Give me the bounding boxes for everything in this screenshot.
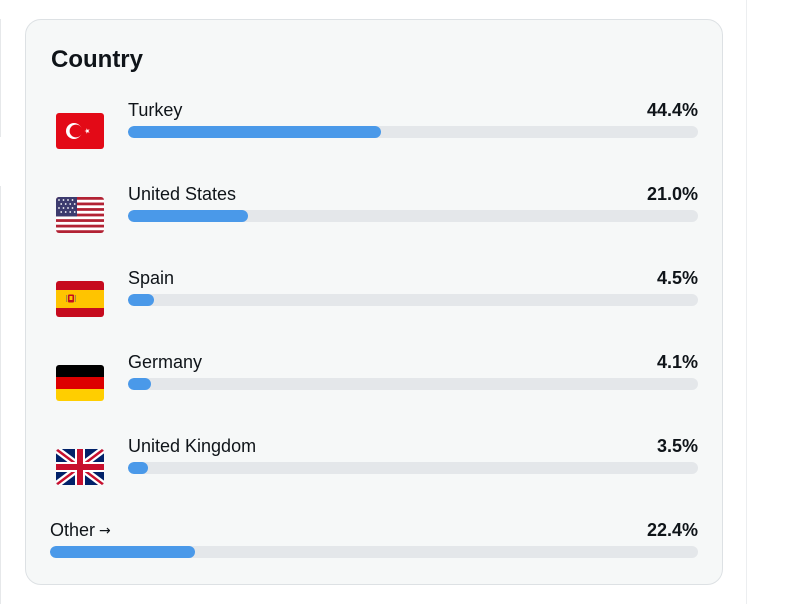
country-row-germany: Germany 4.1% bbox=[26, 351, 722, 435]
percent-bar-fill bbox=[128, 126, 382, 138]
right-column-divider bbox=[746, 0, 747, 604]
percent-bar-track bbox=[128, 126, 698, 138]
country-name: Spain bbox=[128, 268, 175, 288]
uk-flag-icon bbox=[56, 449, 104, 485]
spain-flag-icon bbox=[56, 281, 104, 317]
usa-flag-icon bbox=[56, 197, 104, 233]
other-link[interactable]: Other → bbox=[50, 519, 111, 542]
percent-bar-track bbox=[128, 378, 698, 390]
percent-bar-fill bbox=[128, 294, 154, 306]
left-edge-divider-top bbox=[0, 19, 1, 137]
country-name: United Kingdom bbox=[128, 436, 257, 456]
germany-flag-icon bbox=[56, 365, 104, 401]
other-label: Other bbox=[50, 520, 96, 540]
other-row: Other → 22.4% bbox=[26, 519, 722, 569]
country-name: Turkey bbox=[128, 100, 183, 120]
country-row-united-states: United States 21.0% bbox=[26, 183, 722, 267]
country-percent: 44.4% bbox=[646, 100, 698, 120]
country-name: Germany bbox=[128, 352, 203, 372]
left-edge-divider-bottom bbox=[0, 186, 1, 604]
percent-bar-track bbox=[128, 462, 698, 474]
country-row-turkey: Turkey 44.4% bbox=[26, 99, 722, 183]
other-percent: 22.4% bbox=[646, 520, 698, 540]
percent-bar-track bbox=[128, 210, 698, 222]
percent-bar-fill bbox=[128, 462, 148, 474]
percent-bar-fill bbox=[50, 546, 196, 558]
percent-bar-fill bbox=[128, 210, 248, 222]
country-percent: 4.5% bbox=[656, 268, 698, 288]
country-percent: 21.0% bbox=[646, 184, 698, 204]
country-row-spain: Spain 4.5% bbox=[26, 267, 722, 351]
percent-bar-fill bbox=[128, 378, 152, 390]
country-percent: 4.1% bbox=[656, 352, 698, 372]
arrow-right-icon: → bbox=[99, 523, 111, 539]
percent-bar-track bbox=[50, 546, 698, 558]
turkey-flag-icon bbox=[56, 113, 104, 149]
country-card: Country Turkey 44.4% bbox=[25, 19, 723, 585]
country-percent: 3.5% bbox=[656, 436, 698, 456]
country-row-united-kingdom: United Kingdom 3.5% bbox=[26, 435, 722, 519]
percent-bar-track bbox=[128, 294, 698, 306]
card-title: Country bbox=[51, 46, 143, 73]
country-name: United States bbox=[128, 184, 237, 204]
